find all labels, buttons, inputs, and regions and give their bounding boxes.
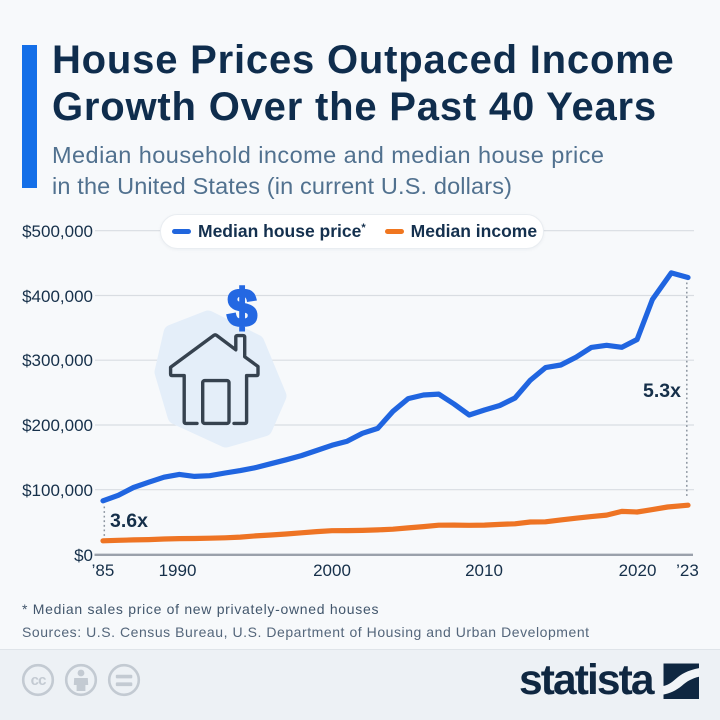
svg-text:cc: cc	[31, 672, 47, 689]
svg-text:$: $	[227, 279, 256, 338]
